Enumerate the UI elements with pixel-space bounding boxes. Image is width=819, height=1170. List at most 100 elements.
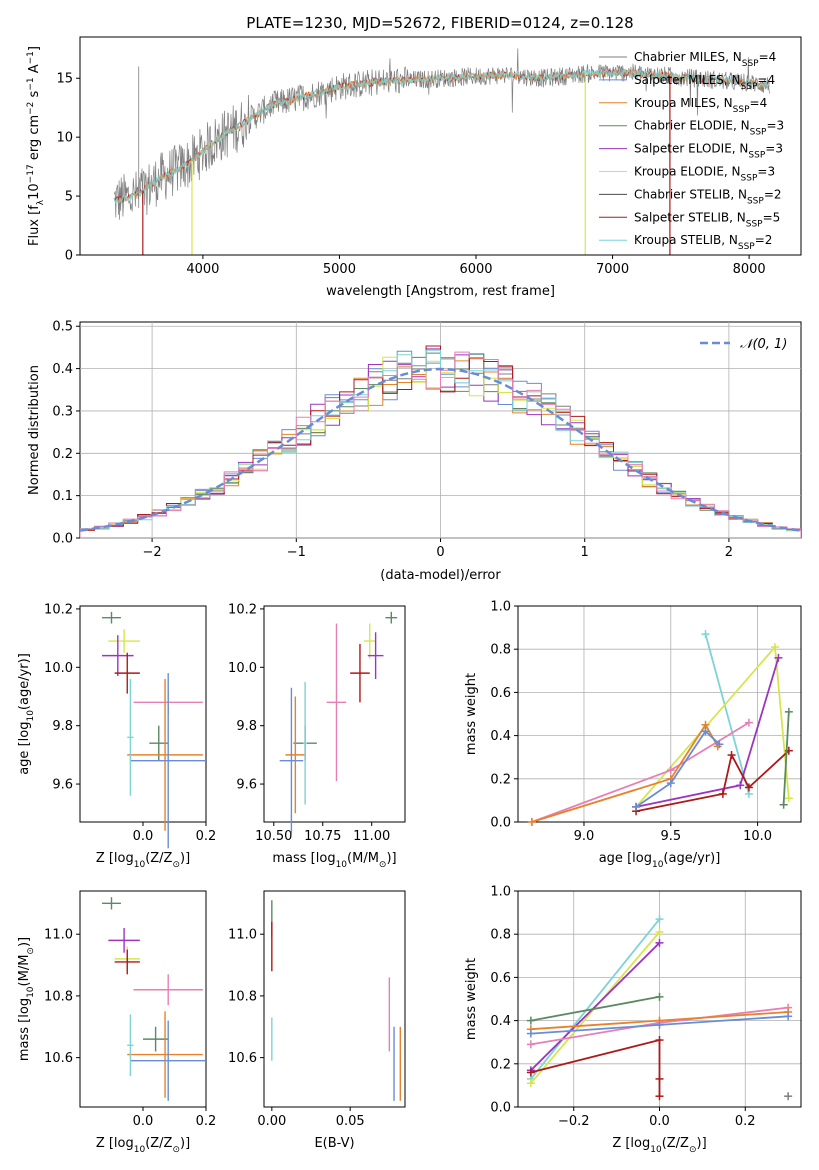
mass-vs-z-errorbar-point bbox=[114, 949, 140, 975]
age-vs-z-xlabel: Z [log10(Z/Z⊙)] bbox=[96, 851, 190, 870]
mass-weight-vs-z-point-marker bbox=[655, 1020, 664, 1029]
age-vs-mass-errorbar-point bbox=[303, 681, 308, 805]
spectrum-ytick-label: 10 bbox=[56, 131, 73, 146]
mass-weight-vs-age-point-marker bbox=[744, 783, 753, 792]
mass-weight-vs-age-point-marker bbox=[666, 766, 675, 775]
mass-vs-z-frame bbox=[79, 890, 207, 1108]
mass-weight-vs-age-series bbox=[701, 630, 753, 798]
age-vs-z-errorbar-point bbox=[114, 652, 140, 694]
mass-weight-vs-z-point-marker bbox=[526, 1068, 535, 1077]
mass-weight-vs-age-xtick-label: 10.0 bbox=[743, 829, 772, 844]
mass-weight-vs-z-point-marker bbox=[655, 1036, 664, 1045]
spectrum-ytick-label: 15 bbox=[56, 72, 73, 87]
mass-weight-vs-z-point-marker bbox=[655, 992, 664, 1001]
mass-vs-z-ytick-label: 10.6 bbox=[44, 1051, 73, 1066]
spectrum-ytick-label: 0 bbox=[65, 249, 73, 264]
histogram-ytick-label: 0.5 bbox=[52, 320, 73, 335]
spectrum-legend-label: Chabrier MILES, NSSP=4 bbox=[634, 50, 776, 69]
spectrum-xtick-label: 6000 bbox=[459, 262, 492, 277]
mass-weight-vs-age-point-marker bbox=[770, 643, 779, 652]
spectrum-legend-label: Chabrier ELODIE, NSSP=3 bbox=[634, 119, 784, 138]
age-vs-z-ytick-label: 10.0 bbox=[44, 661, 73, 676]
mass-weight-vs-z-point-marker bbox=[655, 928, 664, 937]
mass-weight-vs-z-point-marker bbox=[784, 1012, 793, 1021]
age-vs-mass-ytick-label: 9.6 bbox=[236, 778, 257, 793]
mass-weight-vs-age-series bbox=[632, 643, 793, 811]
mass-vs-z-errorbar-point bbox=[143, 1026, 169, 1052]
mass-weight-vs-age-point-marker bbox=[727, 751, 736, 760]
figure-title: PLATE=1230, MJD=52672, FIBERID=0124, z=0… bbox=[246, 14, 633, 32]
mass-vs-ebv-ytick-label: 10.8 bbox=[228, 989, 257, 1004]
age-vs-z-xtick-label: 0.0 bbox=[133, 829, 154, 844]
mass-weight-vs-z-point-marker bbox=[655, 1074, 664, 1083]
spectrum-frame bbox=[79, 36, 802, 256]
mass-weight-vs-z-xlabel: Z [log10(Z/Z⊙)] bbox=[612, 1136, 706, 1155]
spectrum-ytick-label: 5 bbox=[65, 190, 73, 205]
mass-weight-vs-z-point-marker bbox=[784, 1092, 793, 1101]
mass-weight-vs-z-point-marker bbox=[655, 915, 664, 924]
mass-weight-vs-z-point-marker bbox=[655, 938, 664, 947]
age-vs-mass-frame bbox=[263, 605, 406, 823]
histogram-xtick-label: 0 bbox=[436, 545, 444, 560]
age-vs-z-errorbar-point bbox=[127, 678, 134, 796]
histogram-ytick-label: 0.0 bbox=[52, 532, 73, 547]
spectrum-xtick-label: 4000 bbox=[186, 262, 219, 277]
mass-weight-vs-z-ytick-label: 1.0 bbox=[490, 885, 511, 900]
mass-weight-vs-age-series-line bbox=[531, 721, 750, 823]
histogram-xtick-label: 1 bbox=[581, 545, 589, 560]
mass-weight-vs-z-point-marker bbox=[526, 1029, 535, 1038]
mass-weight-vs-age-series-line bbox=[531, 723, 719, 823]
mass-weight-vs-age-point-marker bbox=[715, 740, 724, 749]
mass-weight-vs-z-ytick-label: 0.6 bbox=[490, 971, 511, 986]
histogram-xtick-label: −1 bbox=[287, 545, 306, 560]
mass-vs-ebv-frame bbox=[263, 890, 406, 1108]
mass-weight-vs-z-series bbox=[526, 1012, 793, 1038]
mass-vs-z-errorbar-point bbox=[130, 1020, 206, 1101]
mass-weight-vs-age-series bbox=[527, 720, 722, 826]
mass-vs-z-errorbar-point bbox=[108, 928, 140, 953]
mass-weight-vs-z-ytick-label: 0.4 bbox=[490, 1014, 511, 1029]
age-vs-z-errorbar-point bbox=[130, 673, 206, 849]
mass-weight-vs-z-xtick-label: 0.2 bbox=[735, 1114, 756, 1129]
age-vs-mass-errorbar-point bbox=[367, 632, 384, 679]
histogram-plot bbox=[80, 345, 801, 538]
spectrum-xtick-label: 8000 bbox=[733, 262, 766, 277]
age-vs-mass-errorbar-point bbox=[350, 643, 370, 703]
mass-weight-vs-age-series-line bbox=[635, 729, 721, 808]
spectrum-legend-label: Salpeter MILES, NSSP=4 bbox=[634, 73, 775, 92]
mass-weight-vs-z-series-line bbox=[530, 942, 661, 1071]
histogram-ytick-label: 0.2 bbox=[52, 447, 73, 462]
age-vs-mass-xtick-label: 11.00 bbox=[353, 829, 390, 844]
age-vs-mass-ytick-label: 10.2 bbox=[228, 602, 257, 617]
age-vs-z-ylabel: age [log10(age/yr)] bbox=[17, 653, 36, 775]
mass-weight-vs-z-ytick-label: 0.0 bbox=[490, 1101, 511, 1116]
mass-weight-vs-age-point-marker bbox=[774, 653, 783, 662]
mass-weight-vs-age-ytick-label: 1.0 bbox=[490, 600, 511, 615]
mass-weight-vs-age-point-marker bbox=[736, 781, 745, 790]
mass-weight-vs-z-xtick-label: 0.0 bbox=[649, 1114, 670, 1129]
mass-weight-vs-z-ylabel: mass weight bbox=[464, 958, 479, 1040]
spectrum-xtick-label: 5000 bbox=[323, 262, 356, 277]
age-vs-mass-errorbar-point bbox=[279, 687, 304, 834]
mass-vs-z-ylabel: mass [log10(M/M⊙)] bbox=[17, 937, 36, 1061]
mass-weight-vs-age-ytick-label: 0.4 bbox=[490, 729, 511, 744]
histogram-legend-label: 𝒩(0, 1) bbox=[740, 337, 787, 352]
mass-vs-z-errorbar-point bbox=[127, 1011, 203, 1098]
mass-weight-vs-age-series-line bbox=[704, 633, 750, 795]
mass-weight-vs-age-xtick-label: 9.0 bbox=[574, 829, 595, 844]
mass-vs-z-ytick-label: 11.0 bbox=[44, 928, 73, 943]
mass-weight-vs-age-point-marker bbox=[701, 727, 710, 736]
mass-weight-vs-age-ytick-label: 0.2 bbox=[490, 772, 511, 787]
mass-vs-z-xlabel: Z [log10(Z/Z⊙)] bbox=[96, 1136, 190, 1155]
mass-weight-vs-age-series bbox=[632, 727, 724, 811]
mass-weight-vs-z-ytick-label: 0.2 bbox=[490, 1057, 511, 1072]
mass-vs-z-xtick-label: 0.0 bbox=[133, 1114, 154, 1129]
histogram-xtick-label: 2 bbox=[725, 545, 733, 560]
mass-weight-vs-age-series bbox=[632, 746, 793, 816]
mass-vs-ebv-xtick-label: 0.00 bbox=[257, 1114, 286, 1129]
mass-weight-vs-age-point-marker bbox=[718, 789, 727, 798]
mass-vs-z-errorbar-point bbox=[127, 1014, 134, 1077]
spectrum-legend-label: Kroupa MILES, NSSP=4 bbox=[634, 96, 767, 115]
mass-weight-vs-age-point-marker bbox=[701, 630, 710, 639]
